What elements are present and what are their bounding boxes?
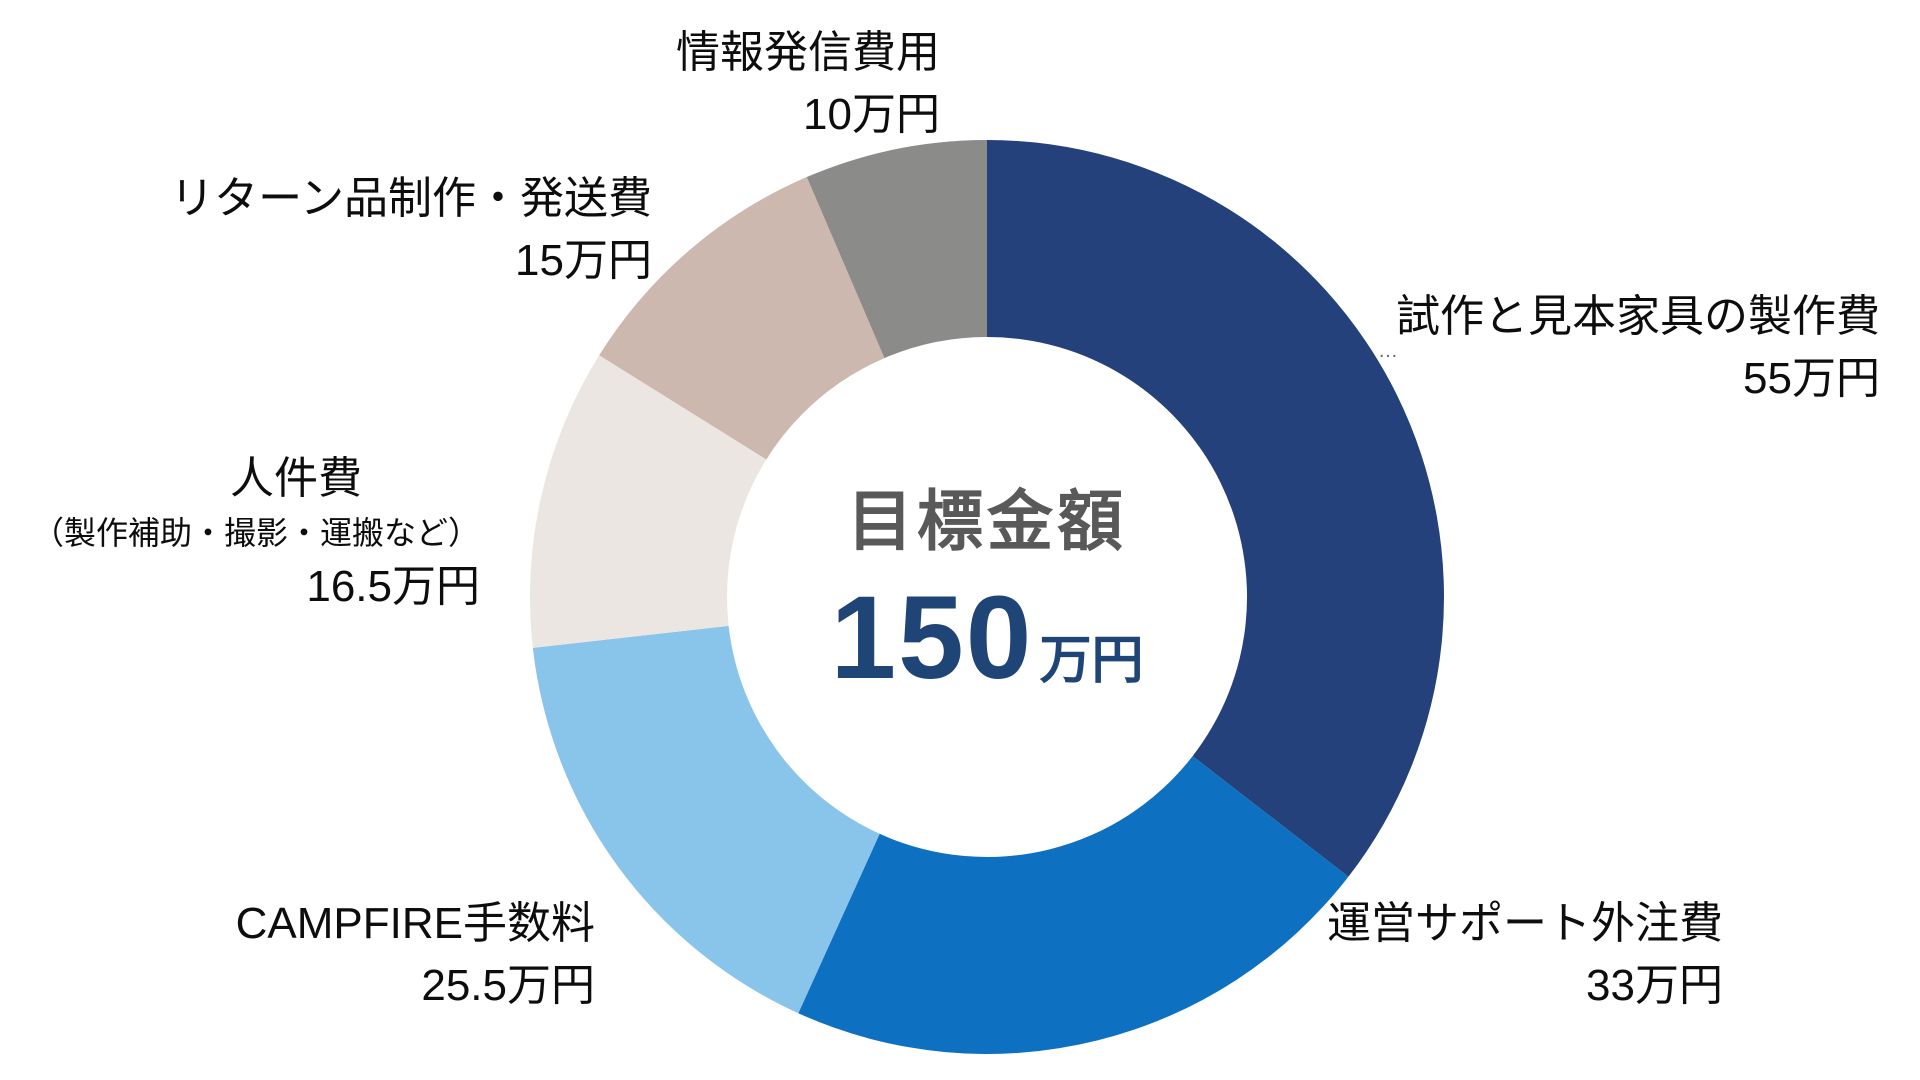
segment-name: 人件費 <box>230 454 362 503</box>
goal-heading: 目標金額 <box>847 484 1127 558</box>
segment-value: 16.5万円 <box>306 561 480 611</box>
goal-amount: 150 万円 <box>737 570 1237 706</box>
segment-value: 33万円 <box>1586 960 1723 1010</box>
donut-segment-labor <box>530 355 767 648</box>
stray-dots-artifact: … <box>1378 340 1400 362</box>
segment-label-prototype: 試作と見本家具の製作費 55万円 <box>1396 286 1880 409</box>
donut-segment-return <box>599 177 885 460</box>
goal-amount-unit: 万円 <box>1039 632 1144 690</box>
segment-sublabel: （製作補助・撮影・運搬など） <box>31 514 480 551</box>
segment-name: 情報発信費用 <box>676 28 940 77</box>
donut-segment-info <box>806 140 987 359</box>
segment-label-campfire: CAMPFIRE手数料 25.5万円 <box>236 893 595 1016</box>
goal-amount-number: 150 <box>830 572 1034 704</box>
donut-center-label: 目標金額 150 万円 <box>737 468 1237 706</box>
segment-name: リターン品制作・発送費 <box>170 174 652 223</box>
segment-label-return: リターン品制作・発送費 15万円 <box>170 168 652 291</box>
segment-name: 試作と見本家具の製作費 <box>1396 292 1880 341</box>
segment-value: 25.5万円 <box>421 960 595 1010</box>
segment-name: 運営サポート外注費 <box>1327 899 1723 948</box>
segment-value: 55万円 <box>1743 353 1880 403</box>
segment-value: 10万円 <box>803 89 940 139</box>
segment-label-labor: 人件費 （製作補助・撮影・運搬など） 16.5万円 <box>32 448 480 618</box>
donut-segment-operation <box>798 756 1349 1054</box>
donut-segment-prototype <box>987 140 1444 877</box>
segment-label-operation: 運営サポート外注費 33万円 <box>1327 893 1723 1016</box>
segment-name: CAMPFIRE手数料 <box>235 899 595 948</box>
donut-segment-campfire <box>532 625 880 1014</box>
segment-value: 15万円 <box>515 235 652 285</box>
segment-label-info: 情報発信費用 10万円 <box>676 22 940 145</box>
